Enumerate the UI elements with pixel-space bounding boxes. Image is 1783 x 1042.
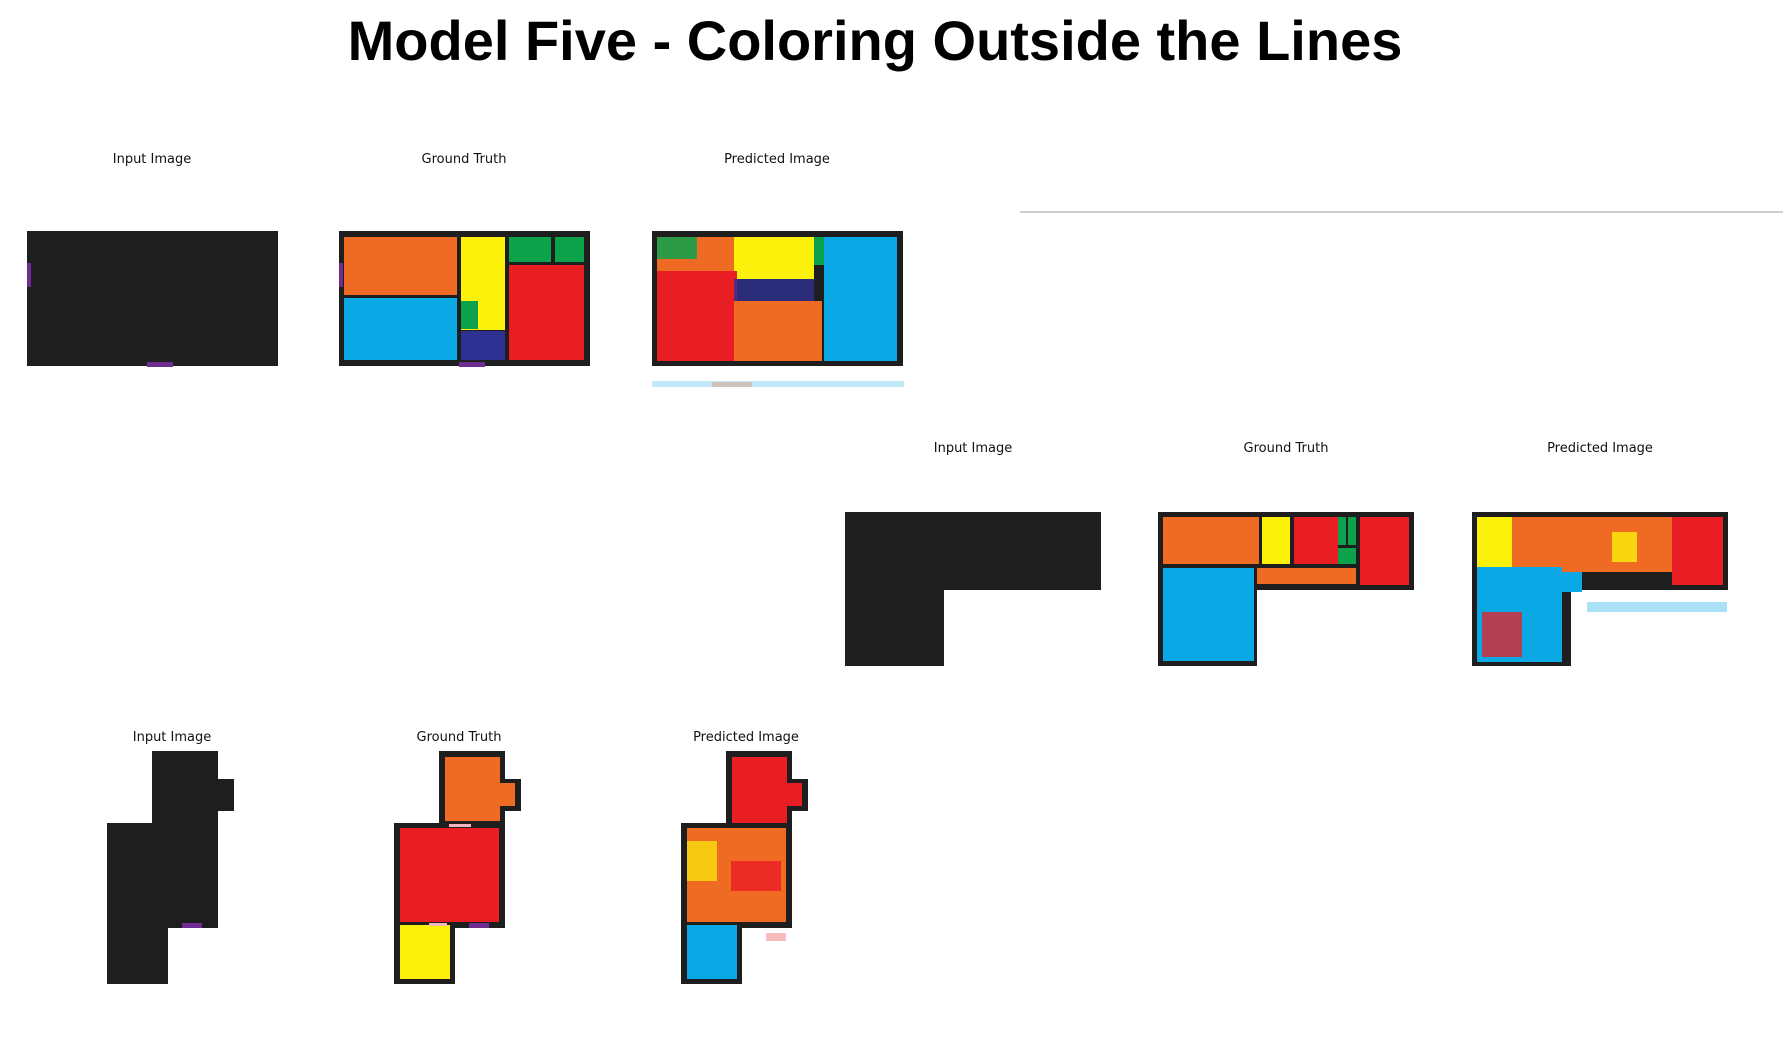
row-1-predicted-image [652, 231, 904, 387]
row-3-truth-label: Ground Truth [416, 730, 502, 745]
row-1-predicted-label: Predicted Image [724, 152, 830, 167]
row-1-input-label: Input Image [112, 152, 192, 167]
row-1-truth-label: Ground Truth [421, 152, 507, 167]
row-2-input-image [845, 512, 1101, 666]
row-2-predicted-image [1472, 512, 1728, 666]
row-3-predicted-image [681, 751, 808, 984]
row-2-truth-label: Ground Truth [1243, 441, 1329, 456]
row-3-predicted-label: Predicted Image [693, 730, 799, 745]
divider-line [1020, 211, 1783, 213]
row-2-ground-truth-image [1158, 512, 1414, 666]
row-1-ground-truth-image [339, 231, 590, 367]
row-3-input-label: Input Image [132, 730, 212, 745]
row-3-ground-truth-image [394, 751, 521, 984]
row-2-predicted-label: Predicted Image [1547, 441, 1653, 456]
row-1-input-image [27, 231, 278, 367]
row-2-input-label: Input Image [933, 441, 1013, 456]
slide-title: Model Five - Coloring Outside the Lines [347, 9, 1403, 72]
row-3-input-image [107, 751, 234, 984]
